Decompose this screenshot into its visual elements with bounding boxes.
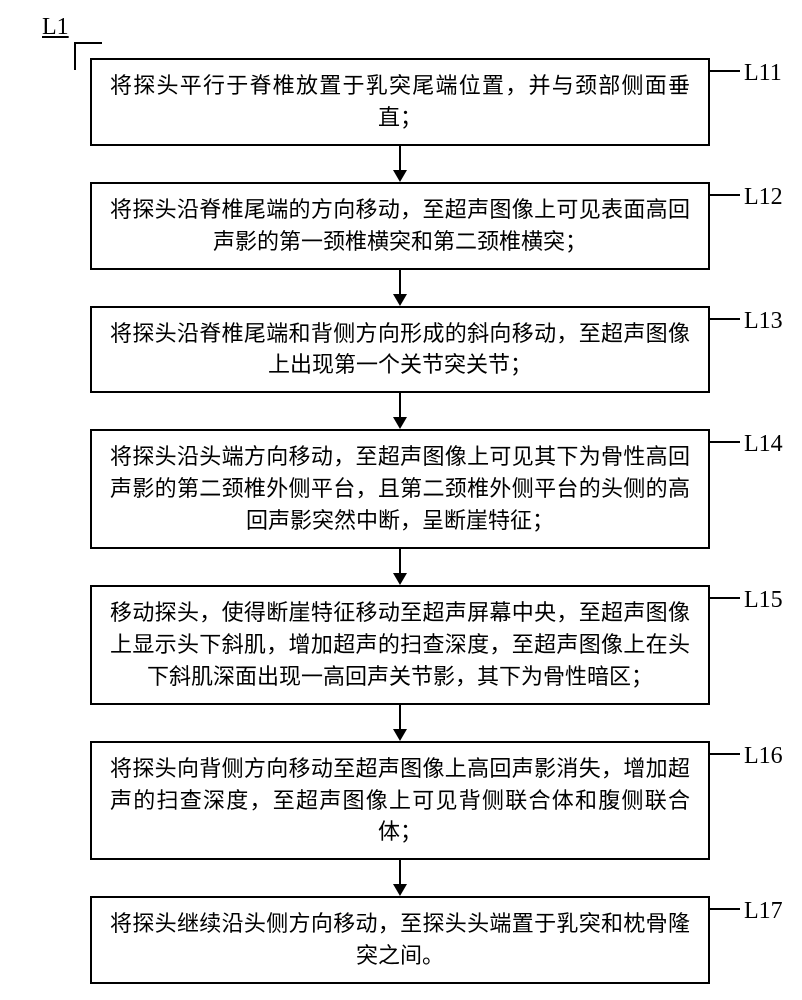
step-leader-line xyxy=(710,597,740,599)
flow-arrow xyxy=(90,549,710,585)
step-label: L14 xyxy=(744,431,783,458)
step-leader-line xyxy=(710,753,740,755)
flow-step: 将探头沿脊椎尾端的方向移动，至超声图像上可见表面高回声影的第一颈椎横突和第二颈椎… xyxy=(90,182,710,270)
flow-arrow xyxy=(90,270,710,306)
step-label: L12 xyxy=(744,184,783,211)
step-leader-line xyxy=(710,318,740,320)
step-label: L11 xyxy=(744,60,782,87)
diagram-id-label: L1 xyxy=(42,14,69,41)
step-label: L15 xyxy=(744,587,783,614)
step-leader-line xyxy=(710,908,740,910)
flow-arrow xyxy=(90,705,710,741)
flow-arrow xyxy=(90,393,710,429)
step-leader-line xyxy=(710,194,740,196)
flowchart-container: 将探头平行于脊椎放置于乳突尾端位置，并与颈部侧面垂直；L11将探头沿脊椎尾端的方… xyxy=(90,58,710,984)
flow-step: 将探头沿脊椎尾端和背侧方向形成的斜向移动，至超声图像上出现第一个关节突关节； xyxy=(90,306,710,394)
step-label: L16 xyxy=(744,743,783,770)
flow-arrow xyxy=(90,860,710,896)
step-label: L13 xyxy=(744,308,783,335)
flow-step: 将探头继续沿头侧方向移动，至探头头端置于乳突和枕骨隆突之间。 xyxy=(90,896,710,984)
flow-step: 将探头沿头端方向移动，至超声图像上可见其下为骨性高回声影的第二颈椎外侧平台，且第… xyxy=(90,429,710,549)
flow-step: 将探头向背侧方向移动至超声图像上高回声影消失，增加超声的扫查深度，至超声图像上可… xyxy=(90,741,710,861)
flow-step: 移动探头，使得断崖特征移动至超声屏幕中央，至超声图像上显示头下斜肌，增加超声的扫… xyxy=(90,585,710,705)
flow-step: 将探头平行于脊椎放置于乳突尾端位置，并与颈部侧面垂直； xyxy=(90,58,710,146)
flow-arrow xyxy=(90,146,710,182)
step-leader-line xyxy=(710,70,740,72)
step-label: L17 xyxy=(744,898,783,925)
step-leader-line xyxy=(710,441,740,443)
